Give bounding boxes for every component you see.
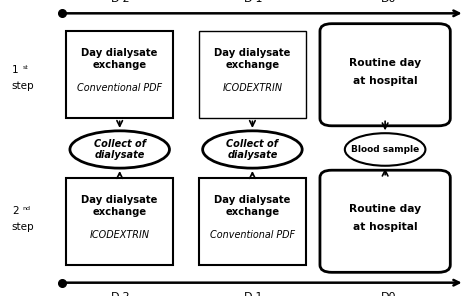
Text: exchange: exchange [92, 207, 147, 217]
Text: ICODEXTRIN: ICODEXTRIN [222, 83, 283, 93]
Text: Collect of: Collect of [94, 139, 146, 149]
Text: D-1: D-1 [244, 0, 264, 4]
FancyBboxPatch shape [320, 24, 450, 126]
Text: D-2: D-2 [111, 0, 131, 4]
Ellipse shape [70, 131, 169, 168]
Text: ICODEXTRIN: ICODEXTRIN [90, 230, 150, 239]
Text: Day dialysate: Day dialysate [82, 195, 158, 205]
Text: st: st [22, 65, 28, 70]
Text: D0: D0 [381, 292, 396, 296]
Text: Day dialysate: Day dialysate [82, 49, 158, 58]
Text: step: step [12, 81, 35, 91]
Text: at hospital: at hospital [353, 76, 418, 86]
Ellipse shape [202, 131, 302, 168]
Text: Day dialysate: Day dialysate [214, 195, 291, 205]
Text: exchange: exchange [92, 60, 147, 70]
Bar [199, 31, 306, 118]
Text: at hospital: at hospital [353, 222, 418, 232]
Text: 2: 2 [12, 206, 18, 216]
Text: Conventional PDF: Conventional PDF [77, 83, 162, 93]
Ellipse shape [345, 133, 426, 166]
Bar [66, 178, 173, 265]
Bar [66, 31, 173, 118]
FancyBboxPatch shape [320, 170, 450, 272]
Text: dialysate: dialysate [94, 150, 145, 160]
Text: Day dialysate: Day dialysate [214, 49, 291, 58]
Bar [199, 178, 306, 265]
Text: dialysate: dialysate [227, 150, 278, 160]
Text: step: step [12, 222, 35, 232]
Text: 1: 1 [12, 65, 18, 75]
Text: D-2: D-2 [111, 292, 131, 296]
Text: Routine day: Routine day [349, 205, 421, 214]
Text: D-1: D-1 [244, 292, 264, 296]
Text: nd: nd [22, 206, 30, 211]
Text: D0: D0 [381, 0, 396, 4]
Text: Collect of: Collect of [227, 139, 278, 149]
Text: Routine day: Routine day [349, 58, 421, 68]
Text: exchange: exchange [225, 60, 280, 70]
Text: exchange: exchange [225, 207, 280, 217]
Text: Conventional PDF: Conventional PDF [210, 230, 295, 239]
Text: Blood sample: Blood sample [351, 145, 419, 154]
